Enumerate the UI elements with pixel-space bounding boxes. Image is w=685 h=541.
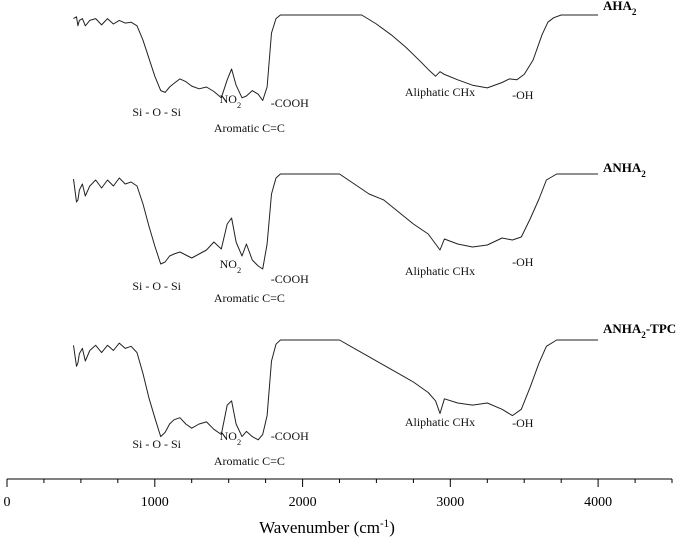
spectrum-line bbox=[73, 14, 599, 101]
peak-label: -OH bbox=[512, 416, 534, 430]
peak-label: -OH bbox=[512, 88, 534, 102]
spectrum-line bbox=[73, 339, 599, 441]
spectra-layer: AHA2 Si - O - Si NO2 Aromatic C=C -COOH Aliph… bbox=[73, 0, 676, 468]
spectrum-name: AHA2 bbox=[603, 0, 637, 17]
spectrum-1: AHA2 Si - O - Si NO2 Aromatic C=C -COOH Aliph… bbox=[73, 0, 637, 135]
peak-label: Si - O - Si bbox=[132, 105, 181, 119]
x-tick-label: 0 bbox=[4, 495, 11, 510]
peak-label: -OH bbox=[512, 255, 534, 269]
peak-label: Aliphatic CHx bbox=[405, 264, 475, 278]
peak-label: -COOH bbox=[271, 272, 309, 286]
peak-label: NO2 bbox=[220, 92, 242, 110]
peak-label: Si - O - Si bbox=[132, 279, 181, 293]
peak-label: NO2 bbox=[220, 257, 242, 275]
peak-label: Si - O - Si bbox=[132, 437, 181, 451]
peak-label: -COOH bbox=[271, 429, 309, 443]
x-tick-label: 2000 bbox=[289, 495, 317, 510]
x-axis-ticks: 0 1000 2000 3000 4000 bbox=[4, 479, 673, 510]
peak-label: Aliphatic CHx bbox=[405, 415, 475, 429]
peak-label: Aromatic C=C bbox=[214, 121, 285, 135]
x-tick-label: 4000 bbox=[584, 495, 612, 510]
spectrum-3: ANHA2-TPC Si - O - Si NO2 Aromatic C=C -COOH… bbox=[73, 321, 676, 468]
x-axis: 0 1000 2000 3000 4000 Wavenumber (cm-1) bbox=[4, 478, 673, 537]
spectrum-name: ANHA2 bbox=[603, 160, 646, 179]
spectrum-line bbox=[73, 173, 599, 270]
spectrum-2: ANHA2 Si - O - Si NO2 Aromatic C=C -COOH Alip… bbox=[73, 160, 646, 305]
peak-label: -COOH bbox=[271, 96, 309, 110]
x-tick-label: 3000 bbox=[436, 495, 464, 510]
x-axis-title: Wavenumber (cm-1) bbox=[259, 518, 395, 537]
x-tick-label: 1000 bbox=[141, 495, 169, 510]
peak-label: Aromatic C=C bbox=[214, 291, 285, 305]
peak-label: Aromatic C=C bbox=[214, 454, 285, 468]
peak-label: NO2 bbox=[220, 429, 242, 447]
peak-label: Aliphatic CHx bbox=[405, 85, 475, 99]
spectrum-name: ANHA2-TPC bbox=[603, 321, 676, 340]
